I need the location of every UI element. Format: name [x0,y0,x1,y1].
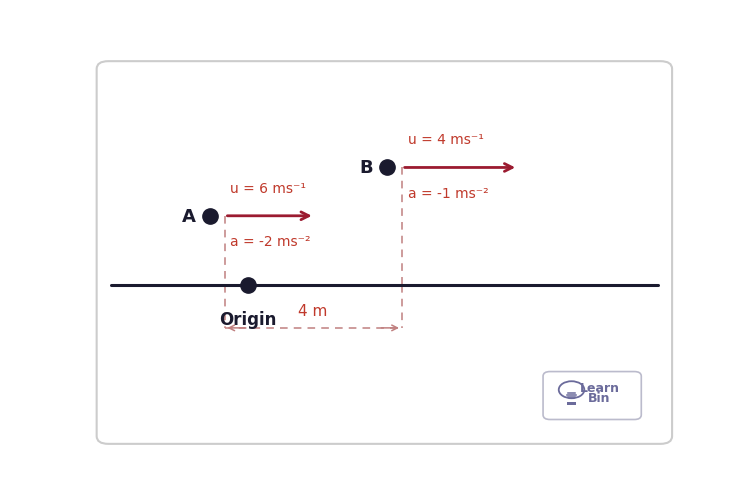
FancyBboxPatch shape [568,402,575,405]
Text: B: B [359,159,373,177]
FancyBboxPatch shape [97,62,672,444]
Text: u = 6 ms⁻¹: u = 6 ms⁻¹ [230,181,306,195]
Circle shape [559,381,584,398]
Text: a = -2 ms⁻²: a = -2 ms⁻² [230,235,310,249]
Text: Bin: Bin [588,391,610,404]
Text: 4 m: 4 m [298,304,328,319]
Text: a = -1 ms⁻²: a = -1 ms⁻² [408,187,488,200]
Text: u = 4 ms⁻¹: u = 4 ms⁻¹ [408,133,484,147]
Text: Learn: Learn [580,381,620,394]
FancyBboxPatch shape [543,372,641,420]
Text: A: A [182,207,196,225]
Text: Origin: Origin [219,311,277,329]
